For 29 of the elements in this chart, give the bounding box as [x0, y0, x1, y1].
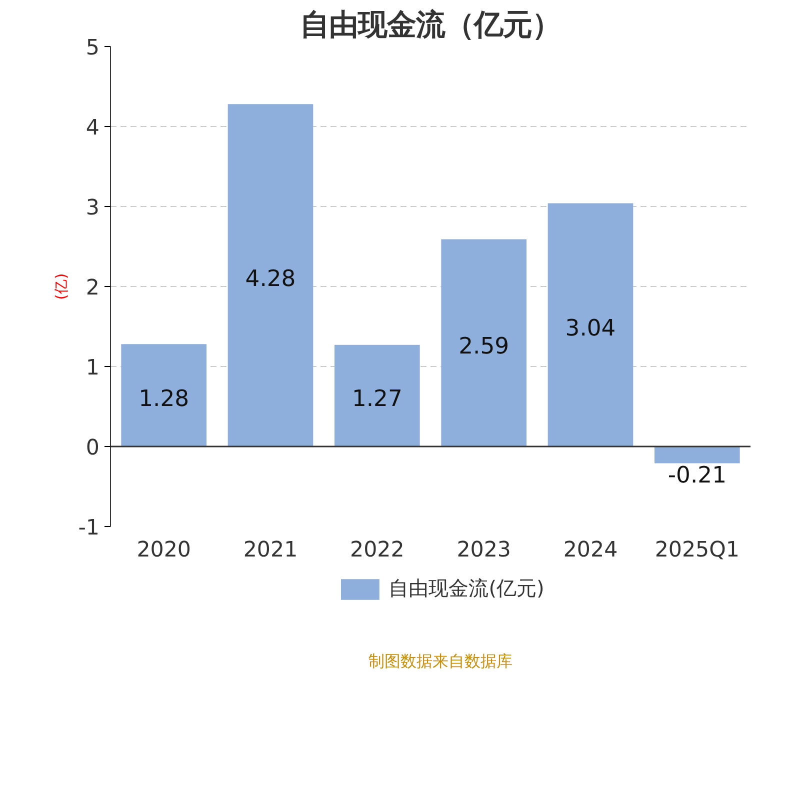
y-tick-label: 1 [86, 356, 100, 380]
bar [121, 344, 206, 446]
data-label: 2.59 [458, 333, 510, 360]
legend-label: 自由现金流(亿元) [388, 575, 544, 602]
y-tick-label: 0 [86, 436, 100, 460]
x-tick-label: 2022 [350, 538, 404, 562]
bar [441, 239, 526, 446]
y-tick-label: 3 [86, 196, 100, 220]
data-label: -0.21 [668, 462, 726, 488]
data-label: 3.04 [565, 315, 616, 342]
y-tick-label: 5 [86, 36, 100, 60]
chart-title: 自由现金流（亿元） [300, 8, 561, 42]
x-tick-label: 2025Q1 [654, 538, 740, 562]
y-tick-label: 4 [86, 116, 100, 140]
data-label: 1.28 [138, 386, 190, 412]
x-tick-label: 2024 [563, 538, 618, 562]
x-tick-label: 2021 [243, 538, 298, 562]
data-label: 4.28 [245, 266, 296, 292]
bar [548, 203, 634, 446]
x-tick-label: 2023 [456, 538, 511, 562]
x-tick-label: 2020 [136, 538, 191, 562]
bar [334, 344, 420, 446]
bar [654, 446, 740, 464]
y-tick-label: 2 [86, 276, 100, 300]
y-tick-label: -1 [78, 516, 100, 540]
y-axis-title: (亿) [53, 273, 70, 300]
text: 制图数据来自数据库 [368, 652, 512, 670]
data-label: 1.27 [352, 386, 402, 412]
bar [228, 104, 314, 446]
